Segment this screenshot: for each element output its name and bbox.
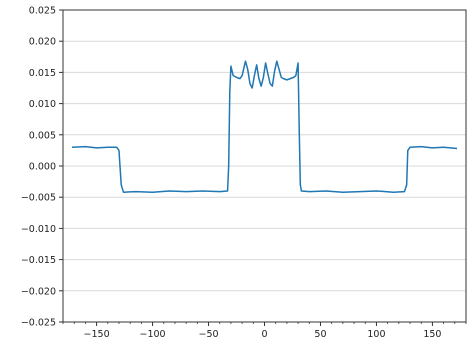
x-tick-label: −150: [84, 329, 110, 340]
y-tick-label: 0.005: [29, 130, 56, 141]
plot-frame: [62, 9, 467, 323]
series-line: [71, 60, 458, 193]
y-tick-label: 0.010: [29, 99, 56, 110]
grid-lines: [63, 9, 466, 323]
y-tick-label: 0.000: [29, 162, 56, 173]
x-axis-ticks: −150 −100 −50 0 50 100 150: [84, 322, 441, 340]
x-tick-label: −50: [198, 329, 218, 340]
x-tick-label: 150: [423, 329, 441, 340]
y-tick-label: 0.025: [29, 6, 56, 17]
y-tick-label: −0.015: [21, 255, 56, 266]
x-tick-label: 0: [261, 329, 267, 340]
x-tick-label: −100: [140, 329, 166, 340]
y-axis-ticks: −0.025 −0.020 −0.015 −0.010 −0.005 0.000 0.005…: [21, 6, 63, 329]
y-tick-label: −0.005: [21, 193, 56, 204]
y-tick-label: −0.010: [21, 224, 56, 235]
x-tick-label: 100: [367, 329, 385, 340]
y-tick-label: −0.020: [21, 286, 56, 297]
y-tick-label: −0.025: [21, 318, 56, 329]
x-tick-label: 50: [314, 329, 326, 340]
y-tick-label: 0.020: [29, 37, 56, 48]
y-tick-label: 0.015: [29, 68, 56, 79]
